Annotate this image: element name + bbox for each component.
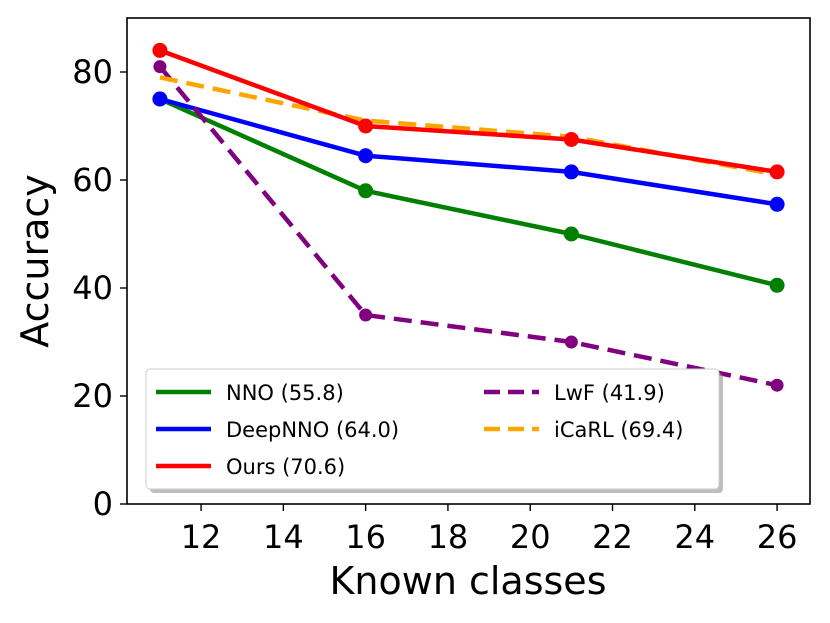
- x-axis-title: Known classes: [329, 559, 606, 603]
- series-line-deepnno: [159, 96, 778, 207]
- series-line-ours: [159, 48, 778, 175]
- plot-area-frame: [126, 17, 811, 505]
- data-point-ours: [152, 42, 168, 58]
- data-point-deepnno: [769, 196, 785, 212]
- x-tick-label: 18: [428, 518, 469, 556]
- x-tick-label: 20: [510, 518, 551, 556]
- legend-items: NNO (55.8) DeepNNO (64.0) Ours (70.6) LwF (…: [156, 381, 683, 479]
- series-layer: [152, 42, 785, 392]
- legend-label-deepnno: DeepNNO (64.0): [226, 418, 399, 442]
- data-point-nno: [358, 183, 374, 199]
- data-point-ours: [563, 132, 579, 147]
- data-point-lwf: [564, 335, 578, 349]
- data-point-deepnno: [563, 164, 579, 180]
- data-point-lwf: [770, 378, 784, 392]
- x-tick-label: 16: [345, 518, 386, 556]
- data-point-nno: [563, 226, 579, 242]
- series-line-nno: [158, 96, 778, 288]
- data-point-ours: [769, 164, 785, 180]
- y-tick-label: 0: [93, 485, 113, 523]
- y-tick-label: 80: [72, 53, 113, 91]
- legend-label-ours: Ours (70.6): [226, 455, 345, 479]
- data-point-ours: [358, 118, 374, 134]
- y-tick-label: 60: [72, 161, 113, 199]
- legend: NNO (55.8) DeepNNO (64.0) Ours (70.6) LwF (…: [145, 368, 723, 493]
- x-axis: 12 14 16 18 20 22 24 26: [181, 504, 798, 556]
- legend-box: [145, 368, 720, 490]
- series-line-lwf: [158, 65, 778, 388]
- legend-label-nno: NNO (55.8): [226, 381, 344, 405]
- legend-label-lwf: LwF (41.9): [554, 381, 665, 405]
- y-tick-label: 40: [72, 269, 113, 307]
- data-point-lwf: [359, 308, 373, 322]
- y-tick-label: 20: [72, 377, 113, 415]
- data-point-lwf: [153, 60, 167, 74]
- x-tick-label: 24: [674, 518, 715, 556]
- data-point-deepnno: [152, 91, 168, 107]
- y-axis: 0 20 40 60 80: [72, 53, 127, 523]
- x-tick-label: 22: [592, 518, 633, 556]
- data-point-nno: [769, 277, 785, 293]
- data-point-deepnno: [358, 148, 374, 164]
- x-tick-label: 12: [181, 518, 222, 556]
- y-axis-title: Accuracy: [13, 174, 57, 348]
- legend-label-icarl: iCaRL (69.4): [554, 418, 683, 442]
- x-tick-label: 14: [263, 518, 304, 556]
- x-tick-label: 26: [757, 518, 798, 556]
